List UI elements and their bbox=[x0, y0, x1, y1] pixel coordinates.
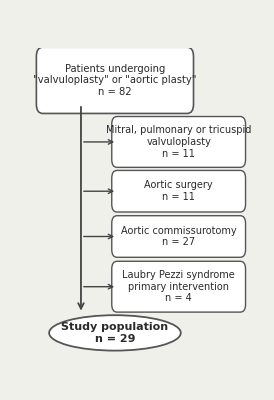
FancyBboxPatch shape bbox=[112, 261, 246, 312]
Text: Aortic surgery
n = 11: Aortic surgery n = 11 bbox=[144, 180, 213, 202]
Text: Mitral, pulmonary or tricuspid
valvuloplasty
n = 11: Mitral, pulmonary or tricuspid valvulopl… bbox=[106, 125, 251, 158]
Text: Patients undergoing
"valvuloplasty" or "aortic plasty"
n = 82: Patients undergoing "valvuloplasty" or "… bbox=[33, 64, 197, 97]
FancyBboxPatch shape bbox=[112, 170, 246, 212]
Text: Laubry Pezzi syndrome
primary intervention
n = 4: Laubry Pezzi syndrome primary interventi… bbox=[122, 270, 235, 303]
Text: Study population
n = 29: Study population n = 29 bbox=[61, 322, 169, 344]
FancyBboxPatch shape bbox=[112, 216, 246, 257]
Ellipse shape bbox=[49, 315, 181, 351]
Text: Aortic commissurotomy
n = 27: Aortic commissurotomy n = 27 bbox=[121, 226, 236, 247]
FancyBboxPatch shape bbox=[36, 47, 193, 114]
FancyBboxPatch shape bbox=[112, 116, 246, 167]
